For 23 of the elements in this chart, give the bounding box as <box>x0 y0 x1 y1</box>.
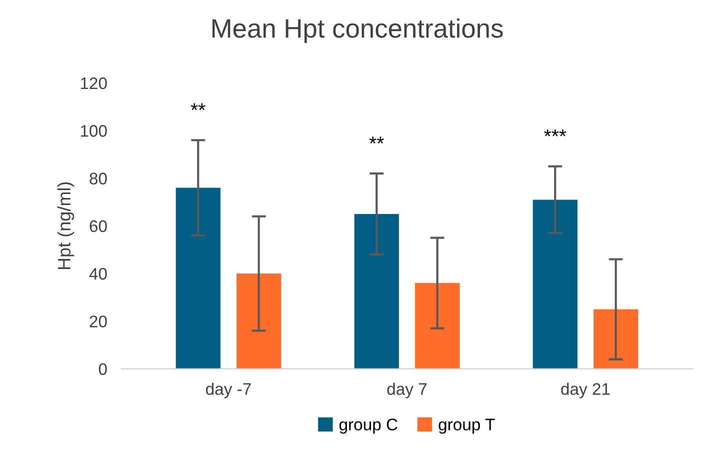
y-tick-label: 100 <box>80 125 107 137</box>
annotation: ** <box>369 136 384 144</box>
x-tick-label: day 21 <box>561 382 610 398</box>
bar <box>594 309 638 369</box>
y-tick-label: 20 <box>90 316 107 328</box>
annotation: ** <box>190 103 206 110</box>
y-tick-label: 80 <box>90 172 107 184</box>
y-tick-label: 60 <box>90 220 107 232</box>
annotation: *** <box>544 129 566 136</box>
x-tick-label: day -7 <box>206 382 251 398</box>
bar <box>354 214 399 369</box>
bar <box>532 200 578 369</box>
y-tick-label: 0 <box>98 363 107 376</box>
chart-title: Mean Hpt concentrations <box>212 18 503 44</box>
bar <box>236 274 282 369</box>
y-axis-title: Hpt (ng/ml) <box>57 182 74 270</box>
legend-label: group C <box>339 418 398 434</box>
x-tick-label: day 7 <box>387 382 427 398</box>
legend-label: group T <box>438 418 495 434</box>
y-tick-label: 120 <box>80 77 107 90</box>
bar <box>415 283 460 369</box>
y-tick-label: 40 <box>89 268 107 280</box>
bar <box>176 188 220 369</box>
